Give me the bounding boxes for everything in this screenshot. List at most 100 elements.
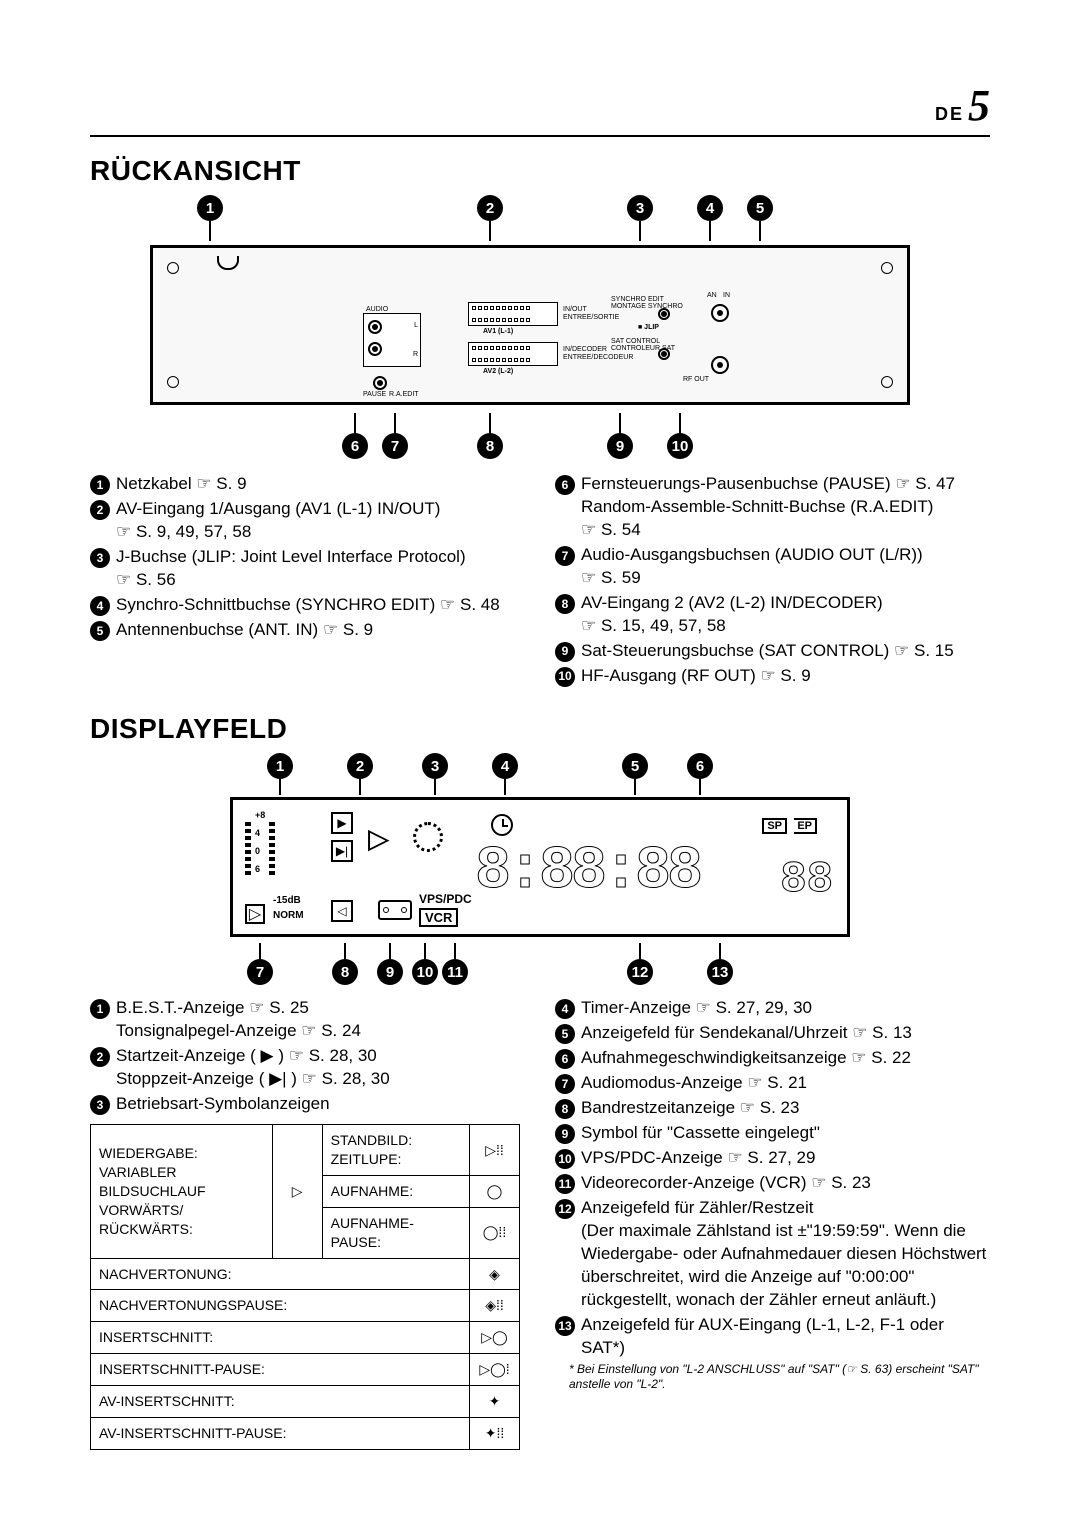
desc-text-9: Sat-Steuerungsbuchse (SAT CONTROL) ☞ S. … <box>581 640 990 663</box>
bullet-1: 1 <box>90 475 110 495</box>
callout-5: 5 <box>622 753 648 779</box>
icon-avinsp: ✦⁞⁞ <box>470 1418 520 1450</box>
icon-insp: ▷◯⁞ <box>470 1354 520 1386</box>
desc-text-10: HF-Ausgang (RF OUT) ☞ S. 9 <box>581 665 990 688</box>
callout-1: 1 <box>197 195 223 221</box>
icon-dub: ◈ <box>470 1258 520 1290</box>
rear-descriptions: 1Netzkabel ☞ S. 92AV-Eingang 1/Ausgang (… <box>90 473 990 689</box>
scale-0: +8 <box>255 810 265 822</box>
desc-item-10: 10 HF-Ausgang (RF OUT) ☞ S. 9 <box>555 665 990 688</box>
label-vpspdc: VPS/PDC <box>419 892 472 906</box>
icon-recpause: ◯⁞⁞ <box>470 1207 520 1258</box>
label-vcr: VCR <box>419 908 458 927</box>
bullet-9: 9 <box>555 642 575 662</box>
label-r: R <box>413 351 418 358</box>
icon-ins: ▷◯ <box>470 1322 520 1354</box>
page-header: DE5 <box>90 80 990 137</box>
desc-text-10: VPS/PDC-Anzeige ☞ S. 27, 29 <box>581 1147 990 1170</box>
desc-text-2: Startzeit-Anzeige ( ▶ ) ☞ S. 28, 30Stopp… <box>116 1045 525 1091</box>
bullet-11: 11 <box>555 1174 575 1194</box>
desc-text-6: Aufnahmegeschwindigkeitsanzeige ☞ S. 22 <box>581 1047 990 1070</box>
callout-4: 4 <box>492 753 518 779</box>
desc-item-2: 2Startzeit-Anzeige ( ▶ ) ☞ S. 28, 30Stop… <box>90 1045 525 1091</box>
bullet-7: 7 <box>555 546 575 566</box>
desc-item-3: 3 J-Buchse (JLIP: Joint Level Interface P… <box>90 546 525 592</box>
mode-table: WIEDERGABE: VARIABLER BILDSUCHLAUF VORWÄ… <box>90 1124 520 1450</box>
callout-6: 6 <box>342 433 368 459</box>
mode-r6: AV-INSERTSCHNITT: <box>91 1386 470 1418</box>
desc-text-7: Audiomodus-Anzeige ☞ S. 21 <box>581 1072 990 1095</box>
callout-7: 7 <box>382 433 408 459</box>
label-es: ENTREE/SORTIE <box>563 314 619 321</box>
scale-2: 0 <box>255 846 265 858</box>
bullet-1: 1 <box>90 999 110 1019</box>
callout-9: 9 <box>377 959 403 985</box>
bullet-3: 3 <box>90 548 110 568</box>
bullet-4: 4 <box>555 999 575 1019</box>
display-bottom-callouts: 78910111213 <box>230 943 850 987</box>
mode-r1c2: ▷ <box>272 1125 322 1258</box>
desc-text-9: Symbol für "Cassette eingelegt" <box>581 1122 990 1145</box>
bullet-6: 6 <box>555 1049 575 1069</box>
rear-panel-diagram: AUDIO L R PAUSE R.A.EDIT IN/OUT ENTREE/S… <box>150 245 910 405</box>
label-rfout: RF OUT <box>683 376 709 383</box>
desc-text-6: Fernsteuerungs-Pausenbuchse (PAUSE) ☞ S.… <box>581 473 990 542</box>
callout-10: 10 <box>667 433 693 459</box>
bullet-8: 8 <box>555 1099 575 1119</box>
label-sat: SAT CONTROL <box>611 338 660 345</box>
desc-text-8: Bandrestzeitanzeige ☞ S. 23 <box>581 1097 990 1120</box>
desc-text-3: Betriebsart-Symbolanzeigen <box>116 1093 525 1116</box>
page-lang: DE <box>935 104 964 124</box>
desc-item-8: 8AV-Eingang 2 (AV2 (L-2) IN/DECODER)☞ S.… <box>555 592 990 638</box>
callout-6: 6 <box>687 753 713 779</box>
bullet-13: 13 <box>555 1316 575 1336</box>
desc-text-1: B.E.S.T.-Anzeige ☞ S. 25Tonsignalpegel-A… <box>116 997 525 1043</box>
mode-r1b: AUFNAHME: <box>322 1175 469 1207</box>
desc-item-2: 2AV-Eingang 1/Ausgang (AV1 (L-1) IN/OUT)… <box>90 498 525 544</box>
callout-2: 2 <box>347 753 373 779</box>
label-synchro: SYNCHRO EDIT <box>611 296 664 303</box>
desc-item-11: 11Videorecorder-Anzeige (VCR) ☞ S. 23 <box>555 1172 990 1195</box>
label-ed: ENTREE/DECODEUR <box>563 354 633 361</box>
label-raedit: R.A.EDIT <box>389 391 419 398</box>
mode-r4: INSERTSCHNITT: <box>91 1322 470 1354</box>
rear-top-callouts: 12345 <box>150 195 910 245</box>
callout-2: 2 <box>477 195 503 221</box>
mode-r1a: STANDBILD: ZEITLUPE: <box>322 1125 469 1176</box>
display-aux: 88 <box>780 855 833 905</box>
bullet-12: 12 <box>555 1199 575 1219</box>
rear-bottom-callouts: 678910 <box>150 413 910 463</box>
callout-7: 7 <box>247 959 273 985</box>
scale-4: -15dB <box>273 895 301 906</box>
desc-text-2: AV-Eingang 1/Ausgang (AV1 (L-1) IN/OUT)☞… <box>116 498 525 544</box>
display-descriptions: 1 B.E.S.T.-Anzeige ☞ S. 25Tonsignalpegel-… <box>90 997 990 1449</box>
icon-avins: ✦ <box>470 1386 520 1418</box>
desc-text-7: Audio-Ausgangsbuchsen (AUDIO OUT (L/R))☞… <box>581 544 990 590</box>
mode-r1c1: WIEDERGABE: VARIABLER BILDSUCHLAUF VORWÄ… <box>91 1125 273 1258</box>
display-panel-diagram: +8 4 0 6 -15dB NORM ▷ ▶ ▶| ◁ ▷ VPS/PDC V… <box>230 797 850 937</box>
desc-item-6: 6 Aufnahmegeschwindigkeitsanzeige ☞ S. 22 <box>555 1047 990 1070</box>
desc-item-6: 6 Fernsteuerungs-Pausenbuchse (PAUSE) ☞ S… <box>555 473 990 542</box>
label-antin2: IN <box>723 292 730 299</box>
desc-item-5: 5Antennenbuchse (ANT. IN) ☞ S. 9 <box>90 619 525 642</box>
label-norm: NORM <box>273 910 304 921</box>
bullet-9: 9 <box>555 1124 575 1144</box>
bullet-3: 3 <box>90 1095 110 1115</box>
callout-3: 3 <box>627 195 653 221</box>
desc-item-13: 13Anzeigefeld für AUX-Eingang (L-1, L-2,… <box>555 1314 990 1360</box>
desc-item-3: 3 Betriebsart-Symbolanzeigen <box>90 1093 525 1116</box>
bullet-10: 10 <box>555 667 575 687</box>
mode-r7: AV-INSERTSCHNITT-PAUSE: <box>91 1418 470 1450</box>
bullet-7: 7 <box>555 1074 575 1094</box>
callout-1: 1 <box>267 753 293 779</box>
desc-item-7: 7 Audiomodus-Anzeige ☞ S. 21 <box>555 1072 990 1095</box>
desc-text-4: Timer-Anzeige ☞ S. 27, 29, 30 <box>581 997 990 1020</box>
label-av1: AV1 (L-1) <box>483 328 513 335</box>
callout-5: 5 <box>747 195 773 221</box>
bullet-6: 6 <box>555 475 575 495</box>
desc-text-3: J-Buchse (JLIP: Joint Level Interface Pr… <box>116 546 525 592</box>
label-inout: IN/OUT <box>563 306 587 313</box>
callout-11: 11 <box>442 959 468 985</box>
label-pause: PAUSE <box>363 391 386 398</box>
callout-8: 8 <box>477 433 503 459</box>
